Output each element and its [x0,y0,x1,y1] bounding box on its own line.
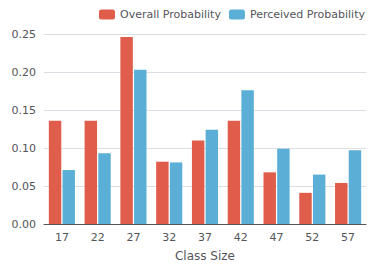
svg-text:17: 17 [55,231,69,244]
svg-text:37: 37 [198,231,212,244]
svg-text:47: 47 [270,231,284,244]
svg-text:52: 52 [305,231,319,244]
svg-text:0.00: 0.00 [12,218,37,231]
svg-text:0.20: 0.20 [12,66,37,79]
svg-text:22: 22 [91,231,105,244]
svg-text:32: 32 [162,231,176,244]
svg-text:Perceived Probability: Perceived Probability [250,8,366,21]
svg-text:57: 57 [341,231,355,244]
svg-text:0.05: 0.05 [12,180,37,193]
svg-text:0.25: 0.25 [12,28,37,41]
svg-text:42: 42 [234,231,248,244]
svg-text:Overall Probability: Overall Probability [120,8,221,21]
svg-text:27: 27 [126,231,140,244]
svg-text:0.15: 0.15 [12,104,37,117]
svg-text:Class Size: Class Size [175,249,235,263]
svg-text:0.10: 0.10 [12,142,37,155]
